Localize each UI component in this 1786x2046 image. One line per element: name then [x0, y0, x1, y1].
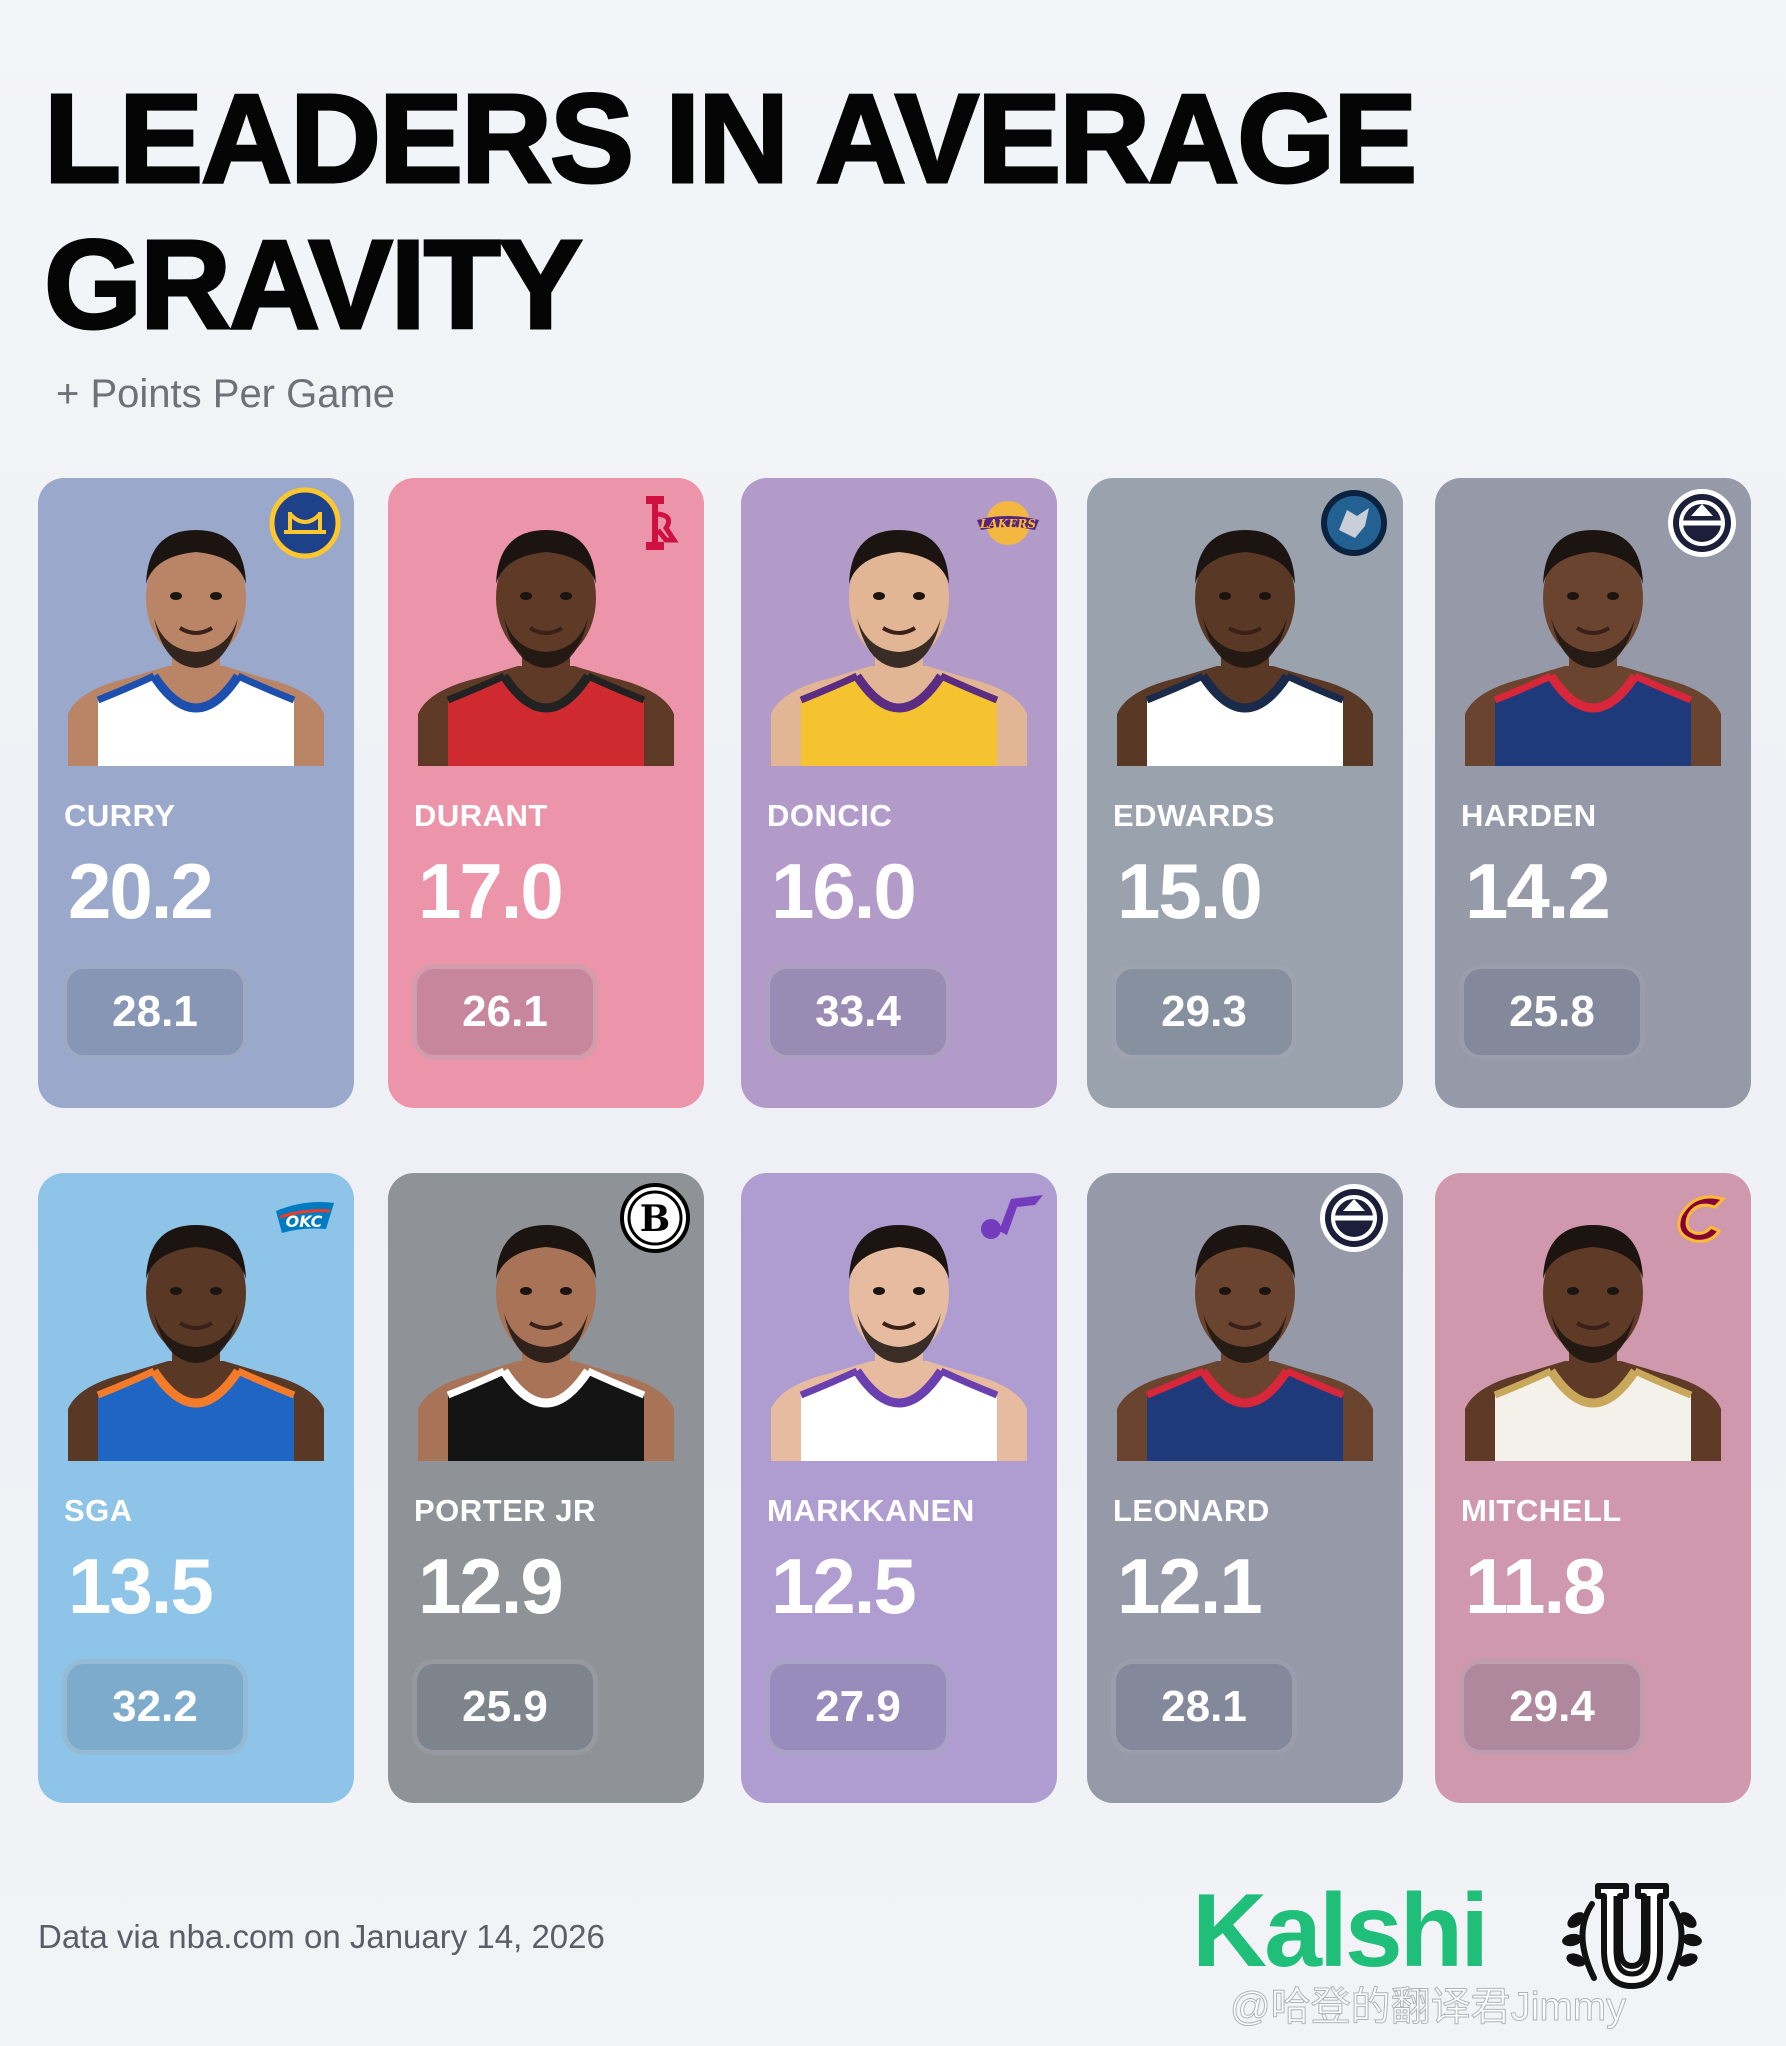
points-per-game-badge: 25.9 — [412, 1659, 598, 1755]
points-per-game-badge: 33.4 — [765, 964, 951, 1060]
player-card-porter-jr: B PORTER JR 12.9 25.9 — [388, 1173, 704, 1803]
svg-text:B: B — [640, 1198, 670, 1240]
player-card-edwards: EDWARDS 15.0 29.3 — [1087, 478, 1403, 1108]
kalshi-logo: Kalshi — [1192, 1873, 1489, 1989]
thunder-logo-icon: OKC — [268, 1181, 342, 1255]
points-per-game-badge: 25.8 — [1459, 964, 1645, 1060]
gravity-value: 15.0 — [1117, 847, 1263, 935]
player-photo — [1465, 1195, 1721, 1461]
jazz-logo-icon — [971, 1181, 1045, 1255]
player-name: EDWARDS — [1113, 798, 1275, 833]
gravity-value: 16.0 — [771, 847, 917, 935]
player-photo — [418, 1195, 674, 1461]
gravity-value: 20.2 — [68, 847, 214, 935]
clippers-logo-icon — [1317, 1181, 1391, 1255]
player-card-harden: HARDEN 14.2 25.8 — [1435, 478, 1751, 1108]
player-grid: CURRY 20.2 28.1 DURANT 17.0 26.1 LAKERS DONCIC 1… — [38, 478, 1751, 1803]
player-photo — [1465, 500, 1721, 766]
player-photo — [1117, 1195, 1373, 1461]
player-photo — [68, 500, 324, 766]
svg-text:LAKERS: LAKERS — [979, 517, 1036, 531]
player-name: MITCHELL — [1461, 1493, 1622, 1528]
player-name: DONCIC — [767, 798, 893, 833]
points-per-game-badge: 27.9 — [765, 1659, 951, 1755]
gravity-value: 13.5 — [68, 1542, 214, 1630]
player-photo — [771, 500, 1027, 766]
nets-logo-icon: B — [618, 1181, 692, 1255]
player-name: LEONARD — [1113, 1493, 1270, 1528]
points-per-game-badge: 26.1 — [412, 964, 598, 1060]
player-name: MARKKANEN — [767, 1493, 975, 1528]
gravity-value: 12.9 — [418, 1542, 564, 1630]
lakers-logo-icon: LAKERS — [971, 486, 1045, 560]
warriors-logo-icon — [268, 486, 342, 560]
svg-text:OKC: OKC — [286, 1212, 323, 1231]
player-card-markkanen: MARKKANEN 12.5 27.9 — [741, 1173, 1057, 1803]
gravity-value: 14.2 — [1465, 847, 1611, 935]
gravity-value: 12.5 — [771, 1542, 917, 1630]
points-per-game-badge: 28.1 — [1111, 1659, 1297, 1755]
u-laurel-logo-icon — [1562, 1883, 1702, 1989]
points-per-game-badge: 29.4 — [1459, 1659, 1645, 1755]
rockets-logo-icon — [618, 486, 692, 560]
player-card-leonard: LEONARD 12.1 28.1 — [1087, 1173, 1403, 1803]
timberwolves-logo-icon — [1317, 486, 1391, 560]
clippers-logo-icon — [1665, 486, 1739, 560]
player-photo — [1117, 500, 1373, 766]
player-name: DURANT — [414, 798, 548, 833]
player-card-mitchell: MITCHELL 11.8 29.4 — [1435, 1173, 1751, 1803]
cavaliers-logo-icon — [1665, 1181, 1739, 1255]
player-name: CURRY — [64, 798, 176, 833]
page-subtitle: + Points Per Game — [56, 372, 396, 416]
points-per-game-badge: 28.1 — [62, 964, 248, 1060]
data-source-note: Data via nba.com on January 14, 2026 — [38, 1918, 605, 1955]
player-card-durant: DURANT 17.0 26.1 — [388, 478, 704, 1108]
player-card-doncic: LAKERS DONCIC 16.0 33.4 — [741, 478, 1057, 1108]
player-photo — [68, 1195, 324, 1461]
gravity-value: 11.8 — [1465, 1542, 1607, 1630]
points-per-game-badge: 29.3 — [1111, 964, 1297, 1060]
gravity-value: 17.0 — [418, 847, 564, 935]
player-name: SGA — [64, 1493, 133, 1528]
weibo-watermark: @哈登的翻译君Jimmy — [1229, 1985, 1627, 2030]
player-name: PORTER JR — [414, 1493, 596, 1528]
player-photo — [418, 500, 674, 766]
points-per-game-badge: 32.2 — [62, 1659, 248, 1755]
player-photo — [771, 1195, 1027, 1461]
player-name: HARDEN — [1461, 798, 1597, 833]
player-card-sga: OKC SGA 13.5 32.2 — [38, 1173, 354, 1803]
gravity-value: 12.1 — [1117, 1542, 1263, 1630]
player-card-curry: CURRY 20.2 28.1 — [38, 478, 354, 1108]
page-title: LEADERS IN AVERAGE GRAVITY — [43, 67, 1419, 357]
